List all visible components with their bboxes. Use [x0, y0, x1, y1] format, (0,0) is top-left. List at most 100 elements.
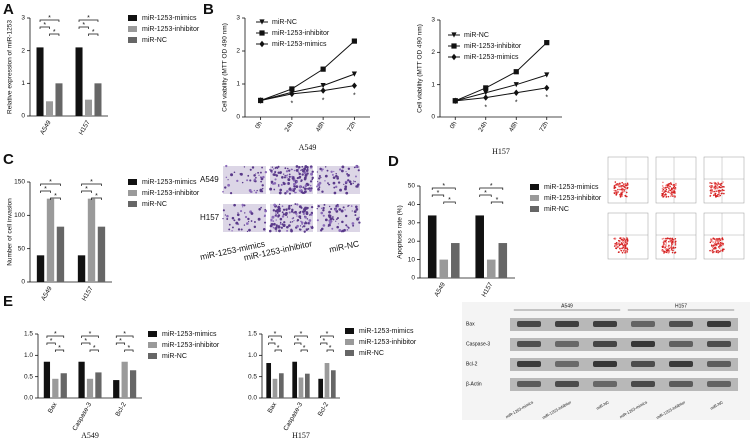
- cell: [355, 208, 359, 211]
- cell: [320, 227, 324, 231]
- cell: [222, 209, 225, 212]
- y-tick-label: 0.5: [248, 373, 257, 380]
- cell: [243, 204, 246, 207]
- x-tick-label: 72h: [346, 120, 358, 133]
- cell: [276, 211, 279, 214]
- event: [671, 237, 674, 240]
- band: [517, 361, 541, 367]
- band: [631, 341, 655, 347]
- cell: [246, 230, 249, 233]
- event: [619, 188, 621, 191]
- x-tick-label: Bax: [267, 401, 279, 415]
- event: [615, 247, 618, 250]
- bar: [324, 363, 330, 398]
- cell: [284, 167, 287, 170]
- event: [714, 240, 717, 243]
- event: [665, 186, 667, 189]
- cell: [279, 217, 283, 221]
- event: [663, 191, 665, 194]
- cell: [344, 185, 348, 189]
- cell: [300, 191, 304, 194]
- event: [664, 193, 667, 196]
- band: [593, 321, 617, 327]
- cell: [268, 229, 272, 233]
- cell: [331, 227, 334, 230]
- cell: [295, 185, 298, 187]
- cell: [233, 219, 236, 222]
- cell: [322, 214, 325, 217]
- event: [673, 191, 675, 194]
- cell: [291, 221, 294, 223]
- cell: [304, 220, 307, 223]
- cell: [310, 205, 314, 209]
- significance-mark: *: [93, 345, 96, 352]
- marker: [259, 19, 265, 25]
- event: [663, 243, 666, 246]
- cell: [250, 212, 254, 215]
- lane-label: miR-NC: [595, 399, 610, 410]
- y-tick-label: 100: [14, 212, 25, 219]
- cell: [285, 170, 289, 173]
- band: [631, 381, 655, 387]
- marker: [544, 40, 550, 46]
- cell: [281, 211, 284, 214]
- cell: [301, 173, 304, 176]
- event: [673, 188, 676, 191]
- cell: [249, 179, 252, 182]
- event: [614, 237, 617, 240]
- cell: [347, 174, 350, 177]
- cell: [286, 182, 289, 185]
- legend-label: miR-NC: [142, 37, 167, 44]
- line: [455, 74, 547, 102]
- legend-label: miR-1253-inhibitor: [544, 195, 602, 202]
- marker: [259, 30, 265, 36]
- cell: [341, 229, 345, 233]
- event: [624, 246, 626, 249]
- event: [626, 237, 628, 239]
- event: [615, 241, 618, 244]
- event: [718, 247, 721, 250]
- x-tick-label: H157: [81, 285, 95, 302]
- event: [665, 251, 668, 254]
- cell: [277, 165, 280, 168]
- event: [723, 189, 725, 192]
- significance-mark: *: [87, 15, 90, 22]
- cell: [244, 212, 246, 214]
- marker: [320, 87, 326, 94]
- band: [669, 381, 693, 387]
- band: [669, 341, 693, 347]
- cell: [280, 183, 283, 186]
- cell: [328, 221, 332, 225]
- event: [714, 193, 716, 196]
- cell: [269, 187, 273, 191]
- event: [710, 192, 712, 194]
- x-tick-label: A549: [40, 285, 54, 302]
- cell: [270, 218, 273, 221]
- event: [712, 251, 714, 254]
- significance-bracket: [294, 342, 302, 345]
- cell: [345, 191, 349, 195]
- cell: [340, 169, 344, 173]
- cell: [335, 174, 338, 178]
- cell: [303, 187, 307, 191]
- y-tick-label: 0: [431, 114, 435, 121]
- y-tick-label: 50: [18, 245, 26, 252]
- event: [617, 191, 619, 193]
- event: [624, 186, 626, 189]
- panel-label: B: [203, 1, 214, 18]
- significance-mark: *: [490, 183, 493, 190]
- cell: [274, 167, 276, 170]
- cell: [357, 183, 360, 186]
- cell: [304, 173, 308, 177]
- cell: [353, 210, 357, 214]
- legend-label: miR-NC: [162, 353, 187, 360]
- event: [721, 189, 724, 191]
- cell: [344, 182, 347, 185]
- event: [713, 238, 716, 240]
- event: [713, 186, 716, 188]
- event: [711, 249, 714, 252]
- cell: [253, 225, 257, 229]
- cell: [339, 188, 342, 192]
- y-tick-label: 1.5: [248, 331, 257, 338]
- cell: [333, 170, 335, 173]
